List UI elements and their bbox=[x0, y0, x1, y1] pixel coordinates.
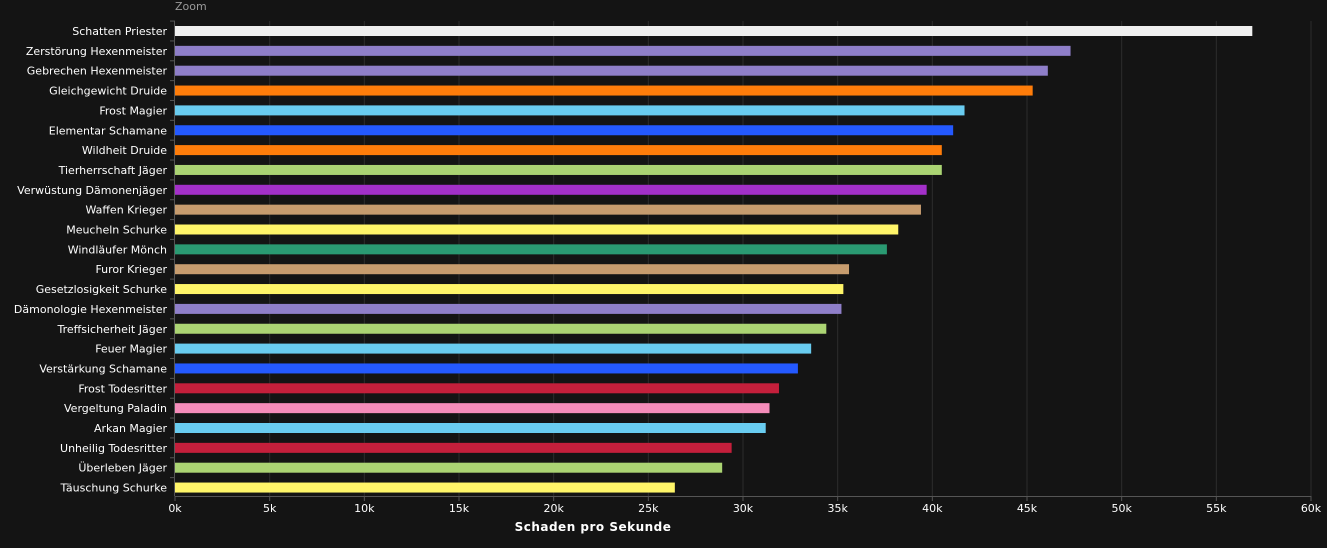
bar[interactable] bbox=[175, 184, 927, 195]
bar[interactable] bbox=[175, 323, 827, 334]
bar[interactable] bbox=[175, 462, 723, 473]
y-category-label: Verstärkung Schamane bbox=[39, 362, 167, 375]
bar[interactable] bbox=[175, 145, 942, 156]
y-category-label: Vergeltung Paladin bbox=[64, 402, 167, 415]
bar[interactable] bbox=[175, 403, 770, 414]
y-category-label: Wildheit Druide bbox=[82, 144, 167, 157]
x-tick-label: 0k bbox=[168, 502, 182, 515]
bar[interactable] bbox=[175, 383, 779, 394]
bar[interactable] bbox=[175, 105, 965, 116]
y-category-label: Unheilig Todesritter bbox=[60, 442, 167, 455]
y-category-label: Windläufer Mönch bbox=[68, 243, 167, 256]
zoom-label[interactable]: Zoom bbox=[175, 0, 207, 13]
bar[interactable] bbox=[175, 26, 1253, 36]
bar[interactable] bbox=[175, 45, 1071, 56]
x-tick-label: 5k bbox=[263, 502, 277, 515]
x-tick-label: 15k bbox=[449, 502, 470, 515]
bar[interactable] bbox=[175, 303, 842, 314]
x-tick-label: 20k bbox=[543, 502, 564, 515]
y-category-label: Furor Krieger bbox=[95, 263, 167, 276]
y-category-label: Arkan Magier bbox=[94, 422, 167, 435]
y-category-label: Verwüstung Dämonenjäger bbox=[17, 184, 167, 197]
bar[interactable] bbox=[175, 442, 732, 453]
bar[interactable] bbox=[175, 85, 1033, 96]
bar[interactable] bbox=[175, 363, 798, 374]
bar[interactable] bbox=[175, 164, 942, 175]
x-tick-label: 55k bbox=[1206, 502, 1227, 515]
y-category-label: Feuer Magier bbox=[95, 343, 167, 356]
x-tick-label: 45k bbox=[1017, 502, 1038, 515]
x-tick-label: 50k bbox=[1111, 502, 1132, 515]
y-category-label: Frost Magier bbox=[99, 104, 167, 117]
bar[interactable] bbox=[175, 125, 954, 136]
y-category-label: Dämonologie Hexenmeister bbox=[14, 303, 168, 316]
x-tick-label: 10k bbox=[354, 502, 375, 515]
x-tick-label: 35k bbox=[827, 502, 848, 515]
x-tick-label: 25k bbox=[638, 502, 659, 515]
y-category-label: Frost Todesritter bbox=[78, 382, 167, 395]
bar[interactable] bbox=[175, 343, 812, 354]
y-category-label: Treffsicherheit Jäger bbox=[57, 323, 168, 336]
bar[interactable] bbox=[175, 244, 887, 255]
y-category-label: Meucheln Schurke bbox=[66, 224, 167, 237]
bar[interactable] bbox=[175, 264, 850, 275]
bar[interactable] bbox=[175, 224, 899, 235]
y-category-label: Schatten Priester bbox=[72, 25, 167, 38]
bar[interactable] bbox=[175, 204, 921, 215]
y-category-label: Gesetzlosigkeit Schurke bbox=[36, 283, 168, 296]
y-category-label: Täuschung Schurke bbox=[59, 482, 167, 495]
y-category-label: Überleben Jäger bbox=[78, 462, 167, 475]
x-tick-label: 40k bbox=[922, 502, 943, 515]
x-tick-label: 30k bbox=[733, 502, 754, 515]
y-category-label: Zerstörung Hexenmeister bbox=[26, 45, 168, 58]
y-category-label: Waffen Krieger bbox=[85, 204, 167, 217]
bar[interactable] bbox=[175, 423, 766, 433]
x-tick-label: 60k bbox=[1301, 502, 1322, 515]
y-category-label: Gleichgewicht Druide bbox=[49, 85, 167, 98]
y-category-label: Tierherrschaft Jäger bbox=[58, 164, 168, 177]
bar[interactable] bbox=[175, 65, 1048, 76]
y-category-label: Elementar Schamane bbox=[49, 124, 167, 137]
y-category-label: Gebrechen Hexenmeister bbox=[27, 65, 168, 78]
bar[interactable] bbox=[175, 482, 675, 493]
bar[interactable] bbox=[175, 284, 844, 295]
x-axis-title: Schaden pro Sekunde bbox=[515, 520, 672, 534]
